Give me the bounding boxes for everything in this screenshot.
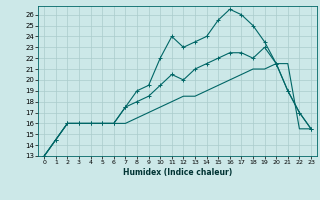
X-axis label: Humidex (Indice chaleur): Humidex (Indice chaleur) bbox=[123, 168, 232, 177]
